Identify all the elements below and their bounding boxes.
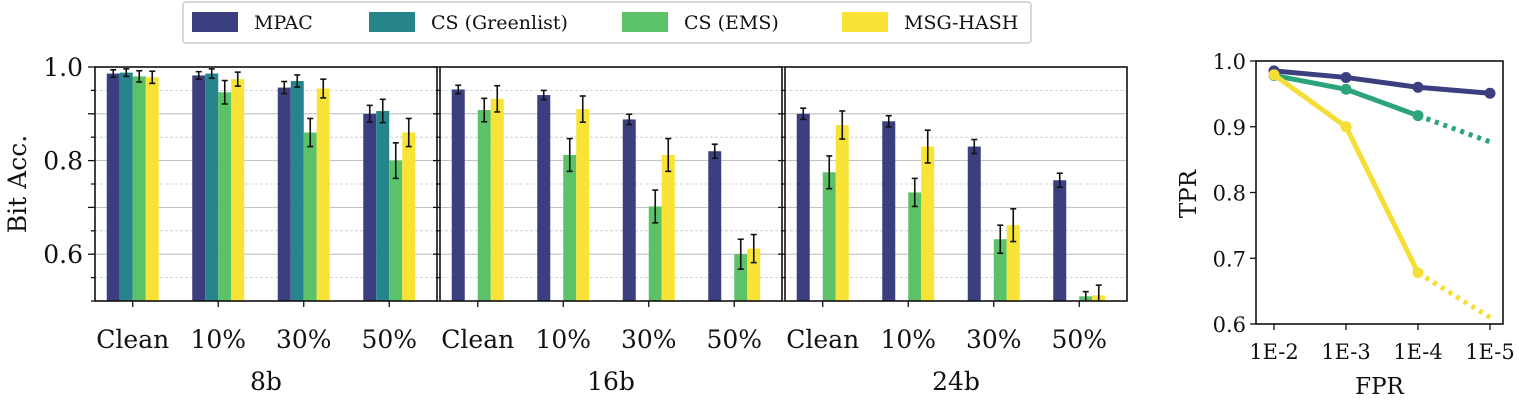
y-tick-label-0-6: 0.6 [1213, 313, 1246, 337]
bar-cs-greenlist-clean [119, 72, 133, 301]
x-tick-label-clean: Clean [786, 325, 859, 354]
y-tick-label-0-9: 0.9 [1213, 116, 1246, 140]
line-msg-hash-extrapolated [1416, 270, 1492, 320]
bar-cs-ems-50 [389, 160, 403, 301]
bar-cs-ems-50 [734, 254, 748, 301]
y-axis-label: Bit Acc. [3, 135, 32, 233]
point-mpac-1e-5 [1484, 87, 1496, 99]
bar-mpac-50 [363, 113, 377, 301]
tpr-fpr-panel: 0.6 0.7 0.8 0.9 1.0 TPR 1E-2 1E-3 1E-4 1E-5 FPR [1176, 50, 1515, 400]
x-tick-label-30: 30% [276, 325, 332, 354]
bar-msg-hash-50 [402, 132, 416, 301]
y-axis-label: TPR [1176, 169, 1202, 218]
x-tick-label-1e-3: 1E-3 [1321, 340, 1371, 364]
y-tick-label-1-0: 1.0 [43, 53, 83, 82]
bar-mpac-10 [882, 121, 896, 302]
x-tick-label-10: 10% [190, 325, 246, 354]
bar-mpac-10 [192, 75, 206, 301]
x-tick-label-30: 30% [621, 325, 677, 354]
point-msg-hash-1e-4 [1412, 267, 1424, 279]
bar-msg-hash-10 [576, 109, 590, 302]
bar-msg-hash-10 [921, 146, 935, 301]
point-msg-hash-1e-3 [1340, 121, 1352, 133]
bar-cs-ems-clean [822, 172, 836, 301]
x-tick-label-50: 50% [1051, 325, 1107, 354]
bar-mpac-clean [106, 73, 120, 301]
point-mpac-1e-4 [1412, 81, 1424, 93]
bar-mpac-clean [451, 89, 465, 302]
bar-cs-ems-30 [993, 239, 1007, 301]
x-axis-label-8b: 8b [250, 367, 282, 396]
x-axis-label-16b: 16b [587, 367, 635, 396]
bar-mpac-clean [796, 113, 810, 301]
bar-cs-ems-30 [303, 132, 317, 301]
x-tick-label-1e-2: 1E-2 [1249, 340, 1299, 364]
legend-label-cs-ems: CS (EMS) [684, 12, 779, 34]
legend-swatch-msg-hash [842, 12, 888, 32]
bar-mpac-50 [1053, 180, 1067, 301]
bar-msg-hash-clean [835, 125, 849, 301]
legend-swatch-mpac [192, 12, 238, 32]
bar-cs-ems-10 [563, 154, 577, 301]
x-tick-label-50: 50% [361, 325, 417, 354]
bar-cs-ems-10 [218, 92, 232, 301]
x-tick-label-1e-5: 1E-5 [1465, 340, 1515, 364]
point-mpac-1e-3 [1340, 71, 1352, 83]
bar-mpac-10 [537, 95, 551, 301]
line-mpac [1273, 68, 1491, 96]
bar-msg-hash-30 [316, 88, 330, 301]
x-tick-label-1e-4: 1E-4 [1393, 340, 1443, 364]
legend-label-msg-hash: MSG-HASH [904, 12, 1018, 34]
x-tick-label-clean: Clean [96, 325, 169, 354]
legend-label-cs-greenlist: CS (Greenlist) [431, 12, 568, 34]
line-cs-ems-extrapolated [1417, 113, 1491, 145]
bar-mpac-30 [967, 146, 981, 301]
bar-msg-hash-10 [231, 79, 245, 301]
bit-acc-panel-8b: 0.6 0.8 1.0 Bit Acc. Clean 10% 30% 50% 8b [3, 53, 438, 396]
bar-msg-hash-30 [661, 154, 675, 301]
y-tick-label-0-6: 0.6 [43, 240, 83, 269]
bit-acc-panel-24b: Clean 10% 30% 50% 24b [778, 66, 1128, 396]
x-tick-label-10: 10% [880, 325, 936, 354]
x-tick-label-10: 10% [535, 325, 591, 354]
bar-cs-greenlist-50 [376, 110, 390, 301]
x-tick-label-clean: Clean [441, 325, 514, 354]
bar-cs-ems-clean [477, 110, 491, 301]
x-tick-label-50: 50% [706, 325, 762, 354]
bar-mpac-30 [622, 119, 636, 301]
bar-mpac-30 [277, 87, 291, 301]
bar-cs-greenlist-30 [290, 81, 304, 301]
x-axis-label: FPR [1355, 374, 1404, 400]
bar-mpac-50 [708, 151, 722, 301]
y-tick-label-0-8: 0.8 [1213, 182, 1246, 206]
point-cs-ems-1e-3 [1340, 83, 1352, 95]
bar-cs-greenlist-10 [205, 73, 219, 301]
line-msg-hash [1272, 72, 1421, 274]
y-tick-label-0-8: 0.8 [43, 147, 83, 176]
legend: MPAC CS (Greenlist) CS (EMS) MSG-HASH [182, 1, 1032, 44]
bar-cs-ems-10 [908, 192, 922, 301]
bar-msg-hash-clean [145, 77, 159, 302]
legend-swatch-cs-ems [622, 12, 668, 32]
y-tick-label-0-7: 0.7 [1213, 247, 1246, 271]
legend-swatch-cs-greenlist [369, 12, 415, 32]
x-tick-label-30: 30% [966, 325, 1022, 354]
bar-cs-ems-30 [648, 206, 662, 301]
bar-msg-hash-clean [490, 98, 504, 301]
legend-label-mpac: MPAC [254, 12, 313, 34]
bar-msg-hash-50 [747, 248, 761, 301]
bar-msg-hash-30 [1006, 225, 1020, 301]
bit-acc-panel-16b: Clean 10% 30% 50% 16b [433, 66, 783, 396]
bar-cs-ems-clean [132, 76, 146, 301]
x-axis-label-24b: 24b [932, 367, 980, 396]
point-msg-hash-1e-2 [1268, 69, 1280, 81]
y-tick-label-1-0: 1.0 [1213, 50, 1246, 74]
point-cs-ems-1e-4 [1412, 110, 1424, 122]
